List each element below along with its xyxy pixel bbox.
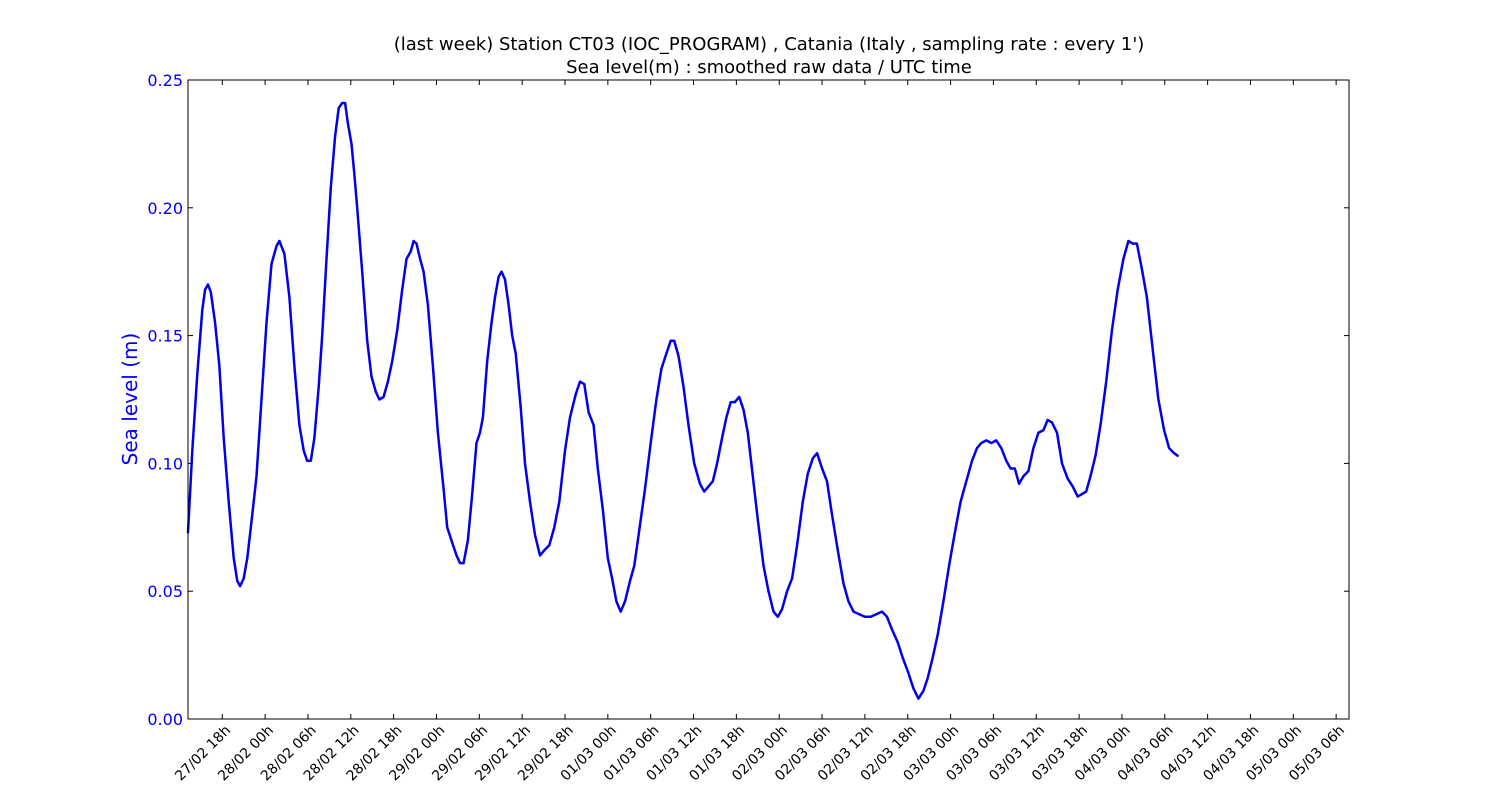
y-axis-ticks: 0.00 0.05 0.10 0.15 0.20 0.25	[147, 71, 1349, 729]
chart-title: (last week) Station CT03 (IOC_PROGRAM) ,…	[394, 34, 1145, 55]
y-tick-label: 0.00	[147, 710, 183, 729]
y-tick-label: 0.10	[147, 454, 183, 473]
y-axis-label: Sea level (m)	[118, 333, 142, 466]
plot-area-frame	[187, 79, 1350, 720]
sea-level-line	[186, 101, 1179, 700]
y-tick-label: 0.20	[147, 199, 183, 218]
y-tick-label: 0.05	[147, 582, 183, 601]
y-tick-label: 0.25	[147, 71, 183, 90]
y-tick-label: 0.15	[147, 327, 183, 346]
chart-subtitle: Sea level(m) : smoothed raw data / UTC t…	[566, 57, 972, 78]
